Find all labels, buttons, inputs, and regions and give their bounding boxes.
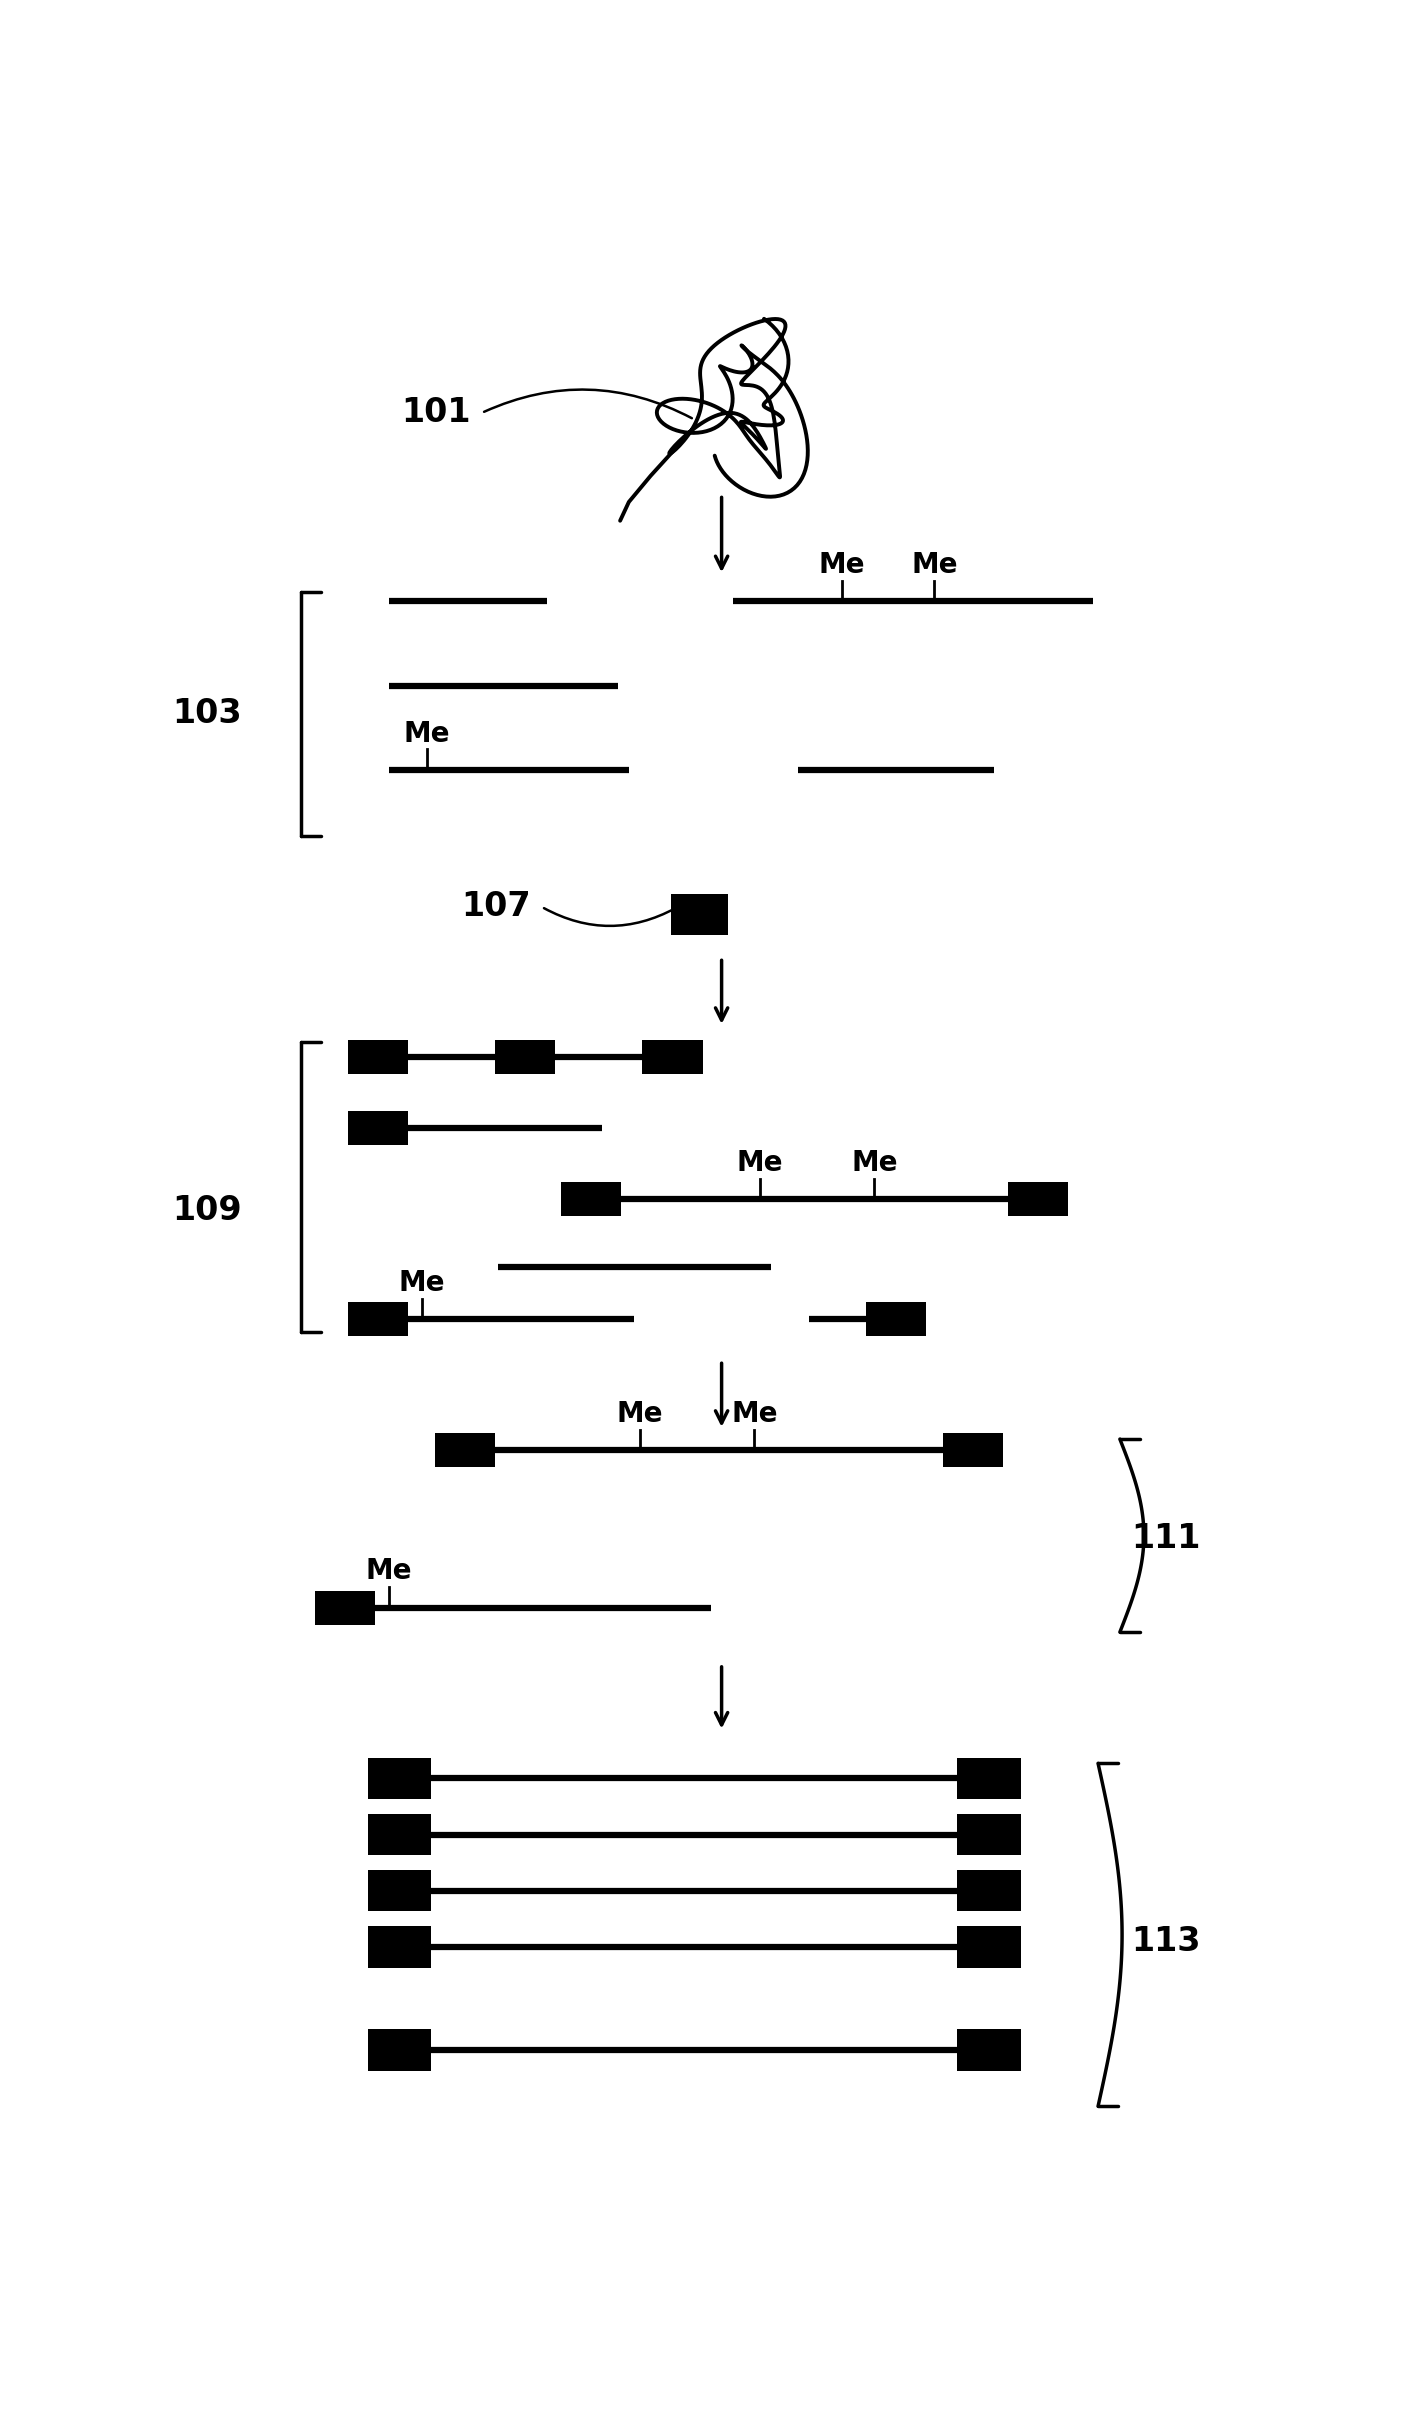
- FancyBboxPatch shape: [348, 1039, 408, 1073]
- FancyBboxPatch shape: [496, 1039, 555, 1073]
- FancyBboxPatch shape: [367, 2030, 431, 2071]
- FancyBboxPatch shape: [560, 1183, 621, 1217]
- FancyBboxPatch shape: [348, 1302, 408, 1336]
- FancyBboxPatch shape: [367, 1813, 431, 1855]
- FancyBboxPatch shape: [957, 1869, 1021, 1911]
- Text: Me: Me: [398, 1268, 445, 1297]
- FancyBboxPatch shape: [942, 1434, 1002, 1468]
- Text: 107: 107: [460, 891, 531, 922]
- Text: Me: Me: [911, 550, 957, 579]
- FancyBboxPatch shape: [367, 1757, 431, 1799]
- FancyBboxPatch shape: [367, 1925, 431, 1967]
- Text: 101: 101: [401, 397, 470, 428]
- FancyBboxPatch shape: [957, 1813, 1021, 1855]
- Text: 103: 103: [172, 696, 242, 730]
- FancyBboxPatch shape: [866, 1302, 926, 1336]
- FancyBboxPatch shape: [957, 2030, 1021, 2071]
- FancyBboxPatch shape: [435, 1434, 496, 1468]
- Text: Me: Me: [617, 1400, 663, 1429]
- Text: 113: 113: [1131, 1925, 1200, 1957]
- FancyBboxPatch shape: [642, 1039, 703, 1073]
- Text: Me: Me: [736, 1149, 783, 1176]
- Text: 109: 109: [172, 1195, 242, 1227]
- Text: Me: Me: [404, 720, 451, 747]
- FancyBboxPatch shape: [957, 1925, 1021, 1967]
- FancyBboxPatch shape: [672, 893, 728, 935]
- FancyBboxPatch shape: [348, 1110, 408, 1144]
- Text: Me: Me: [366, 1558, 413, 1585]
- Text: 111: 111: [1131, 1521, 1200, 1555]
- FancyBboxPatch shape: [315, 1592, 375, 1623]
- Text: Me: Me: [850, 1149, 898, 1176]
- Text: Me: Me: [818, 550, 865, 579]
- Text: Me: Me: [731, 1400, 777, 1429]
- FancyBboxPatch shape: [367, 1869, 431, 1911]
- FancyBboxPatch shape: [1008, 1183, 1069, 1217]
- FancyBboxPatch shape: [957, 1757, 1021, 1799]
